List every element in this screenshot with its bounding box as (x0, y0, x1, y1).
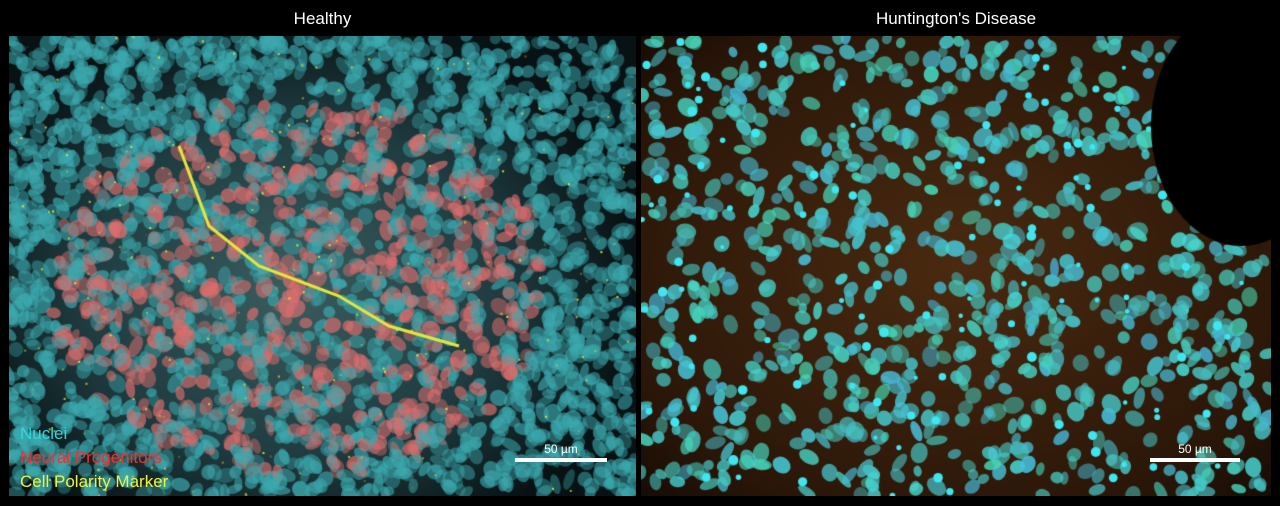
legend-neural-progenitors: Neural Progenitors (20, 448, 162, 467)
scale-bar-huntingtons: 50 µm (1150, 442, 1240, 462)
huntingtons-cells-image (641, 36, 1271, 496)
healthy-cells-image (9, 36, 636, 496)
scale-label: 50 µm (1178, 442, 1212, 456)
scale-label: 50 µm (544, 442, 578, 456)
legend-cell-polarity-marker: Cell Polarity Marker (20, 472, 169, 491)
panel-title-healthy: Healthy (293, 9, 352, 28)
scale-bar-line (1150, 458, 1240, 462)
scale-bar-healthy: 50 µm (515, 442, 607, 462)
huntingtons-micrograph: 50 µm (641, 36, 1271, 496)
panel-title-huntingtons: Huntington's Disease (875, 9, 1037, 28)
scale-bar-line (515, 458, 607, 462)
legend-nuclei: Nuclei (20, 424, 68, 443)
healthy-micrograph: Nuclei Neural Progenitors Cell Polarity … (9, 36, 636, 496)
